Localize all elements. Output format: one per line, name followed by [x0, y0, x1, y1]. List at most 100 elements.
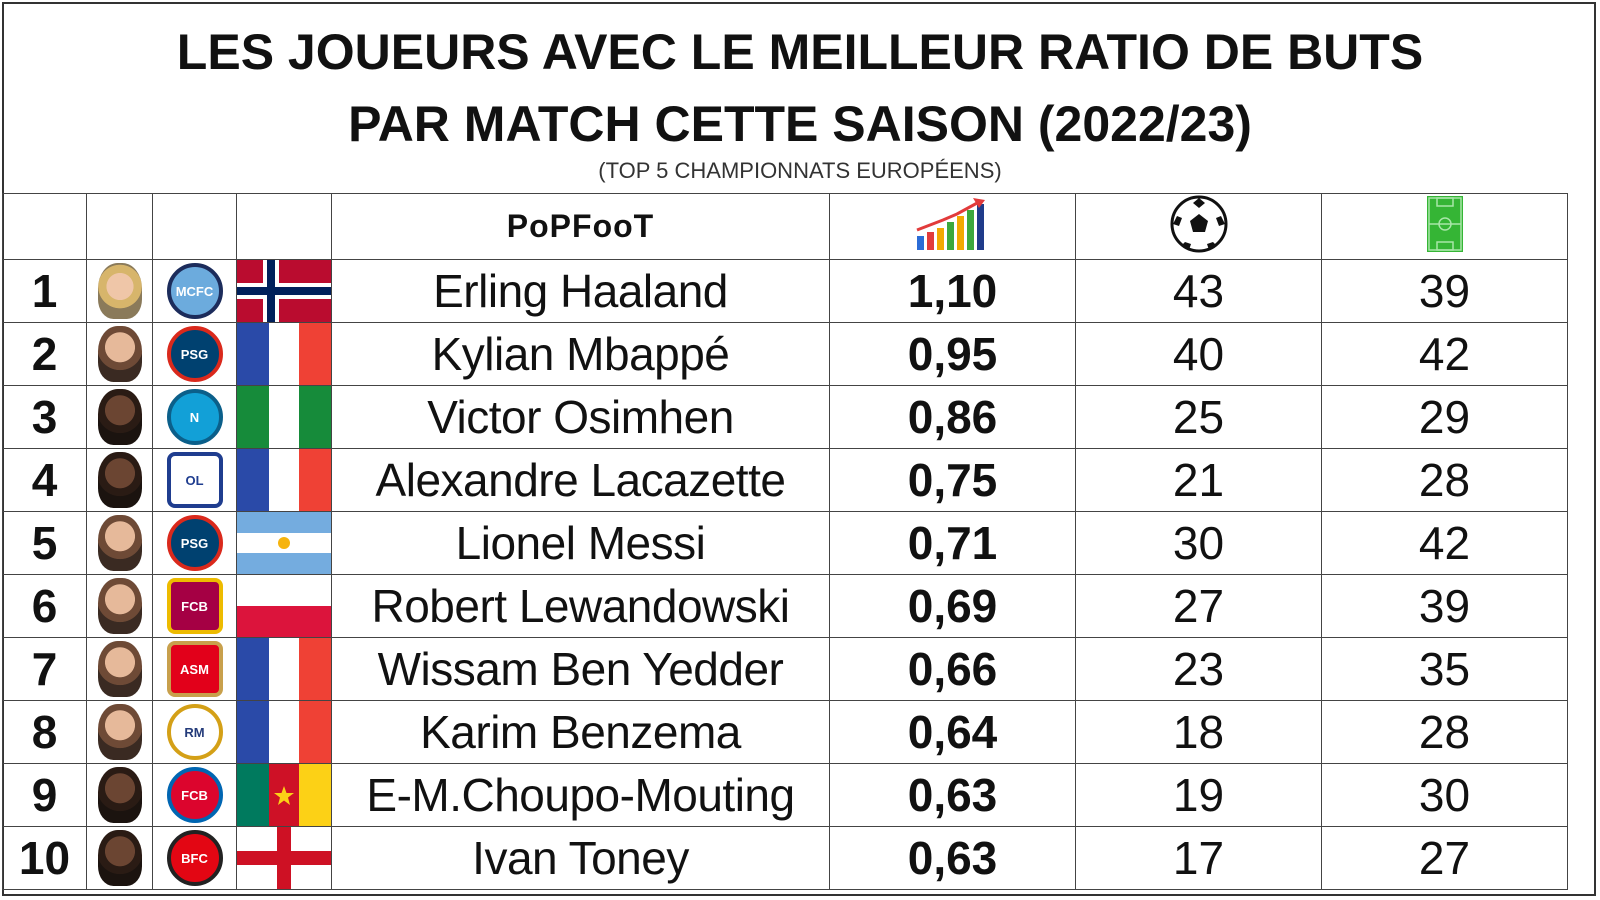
photo-cell [86, 322, 153, 386]
flag-cell [236, 385, 332, 449]
flag-cell [236, 322, 332, 386]
goals-per-match-ratio: 0,66 [829, 637, 1076, 701]
player-photo [97, 515, 142, 571]
rank-cell: 10 [2, 826, 87, 890]
matches-count: 39 [1321, 259, 1568, 323]
photo-cell [86, 385, 153, 449]
france-flag-icon [237, 323, 331, 385]
matches-count: 28 [1321, 448, 1568, 512]
rank-number: 3 [31, 391, 58, 443]
goals-per-match-ratio: 0,86 [829, 385, 1076, 449]
photo-cell [86, 700, 153, 764]
rank-cell: 6 [2, 574, 87, 638]
matches-count: 29 [1321, 385, 1568, 449]
goals-count: 43 [1075, 259, 1322, 323]
goals-per-match-ratio: 0,71 [829, 511, 1076, 575]
player-row: 1 MCFC Erling Haaland 1,10 43 39 [2, 259, 1568, 323]
manchester-city-crest-icon: MCFC [166, 263, 223, 319]
rank-number: 1 [31, 265, 58, 317]
club-cell: PSG [152, 322, 237, 386]
rank-cell: 9 [2, 763, 87, 827]
player-name: Karim Benzema [331, 700, 830, 764]
rank-cell: 2 [2, 322, 87, 386]
player-row: 6 FCB Robert Lewandowski 0,69 27 39 [2, 574, 1568, 638]
flag-cell [236, 574, 332, 638]
psg-crest-icon: PSG [166, 515, 223, 571]
club-cell: PSG [152, 511, 237, 575]
rank-cell: 5 [2, 511, 87, 575]
photo-cell [86, 259, 153, 323]
title-line-1: LES JOUEURS AVEC LE MEILLEUR RATIO DE BU… [176, 24, 1424, 80]
header-goals-cell [1075, 193, 1322, 260]
real-madrid-crest-icon: RM [166, 704, 223, 760]
player-name: E-M.Choupo-Mouting [331, 763, 830, 827]
goals-count: 23 [1075, 637, 1322, 701]
rank-number: 6 [31, 580, 58, 632]
matches-count: 42 [1321, 511, 1568, 575]
photo-cell [86, 574, 153, 638]
goals-count: 19 [1075, 763, 1322, 827]
player-name: Ivan Toney [331, 826, 830, 890]
goals-count: 17 [1075, 826, 1322, 890]
player-row: 2 PSG Kylian Mbappé 0,95 40 42 [2, 322, 1568, 386]
club-cell: FCB [152, 763, 237, 827]
france-flag-icon [237, 638, 331, 700]
bar-chart-trend-icon [915, 198, 985, 250]
fc-barcelona-crest-icon: FCB [166, 578, 223, 634]
club-cell: N [152, 385, 237, 449]
goals-count: 18 [1075, 700, 1322, 764]
player-photo [97, 578, 142, 634]
player-row: 10 BFC Ivan Toney 0,63 17 27 [2, 826, 1568, 890]
poland-flag-icon [237, 575, 331, 637]
header-club-cell [152, 193, 237, 260]
goals-count: 30 [1075, 511, 1322, 575]
rank-cell: 4 [2, 448, 87, 512]
player-name: Robert Lewandowski [331, 574, 830, 638]
player-photo [97, 263, 142, 319]
brentford-crest-icon: BFC [166, 830, 223, 886]
rank-number: 5 [31, 517, 58, 569]
club-cell: FCB [152, 574, 237, 638]
rank-number: 4 [31, 454, 58, 506]
goals-per-match-ratio: 0,63 [829, 826, 1076, 890]
flag-cell [236, 763, 332, 827]
as-monaco-crest-icon: ASM [166, 641, 223, 697]
header-matches-cell [1321, 193, 1568, 260]
goals-count: 27 [1075, 574, 1322, 638]
header-ratio-cell [829, 193, 1076, 260]
flag-cell [236, 700, 332, 764]
napoli-crest-icon: N [166, 389, 223, 445]
ranking-table: PoPFooT [2, 193, 1568, 890]
header-flag-cell [236, 193, 332, 260]
flag-cell [236, 826, 332, 890]
player-row: 8 RM Karim Benzema 0,64 18 28 [2, 700, 1568, 764]
rank-cell: 8 [2, 700, 87, 764]
soccer-ball-icon [1170, 195, 1227, 253]
goals-per-match-ratio: 0,75 [829, 448, 1076, 512]
player-photo [97, 767, 142, 823]
title-line-2: PAR MATCH CETTE SAISON (2022/23) [348, 96, 1252, 152]
flag-cell [236, 511, 332, 575]
nigeria-flag-icon [237, 386, 331, 448]
player-photo [97, 830, 142, 886]
player-name: Wissam Ben Yedder [331, 637, 830, 701]
club-cell: ASM [152, 637, 237, 701]
player-row: 3 N Victor Osimhen 0,86 25 29 [2, 385, 1568, 449]
photo-cell [86, 448, 153, 512]
player-photo [97, 326, 142, 382]
goals-per-match-ratio: 0,64 [829, 700, 1076, 764]
popfoot-logo: PoPFooT [506, 208, 655, 244]
player-row: 7 ASM Wissam Ben Yedder 0,66 23 35 [2, 637, 1568, 701]
goals-count: 21 [1075, 448, 1322, 512]
rank-cell: 1 [2, 259, 87, 323]
rank-cell: 7 [2, 637, 87, 701]
player-photo [97, 389, 142, 445]
header-rank-cell [2, 193, 87, 260]
player-photo [97, 704, 142, 760]
rank-number: 8 [31, 706, 58, 758]
olympique-lyonnais-crest-icon: OL [166, 452, 223, 508]
player-photo [97, 452, 142, 508]
club-cell: RM [152, 700, 237, 764]
header-row: PoPFooT [2, 193, 1568, 260]
goals-per-match-ratio: 0,63 [829, 763, 1076, 827]
